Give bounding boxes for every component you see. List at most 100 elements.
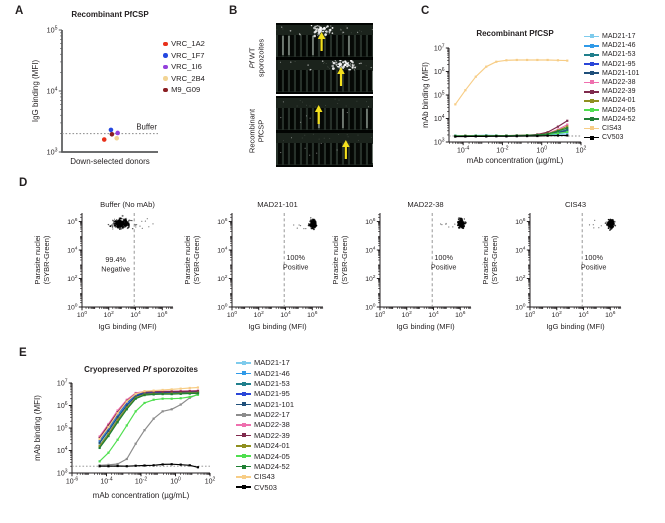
- svg-text:(SYBR-Green): (SYBR-Green): [42, 235, 51, 284]
- legend-label: MAD22-39: [602, 88, 636, 96]
- svg-text:Negative: Negative: [101, 264, 130, 273]
- legend-item-MAD22-17: MAD22-17: [236, 410, 294, 420]
- svg-text:Down-selected donors: Down-selected donors: [70, 157, 150, 166]
- svg-text:100: 100: [67, 302, 78, 311]
- legend-label: M9_G09: [171, 85, 201, 95]
- svg-text:106: 106: [217, 217, 228, 226]
- legend-item-M9_G09: M9_G09: [163, 84, 205, 96]
- legend-label: MAD21-46: [254, 368, 290, 378]
- legend-label: CV503: [254, 482, 277, 492]
- svg-text:107: 107: [434, 43, 445, 52]
- svg-text:Parasite nuclei: Parasite nuclei: [33, 235, 42, 285]
- svg-text:mAb binding (MFI): mAb binding (MFI): [33, 395, 42, 461]
- panel-e-label: E: [19, 347, 27, 359]
- legend-label: MAD21-53: [602, 51, 636, 59]
- svg-text:103: 103: [47, 147, 58, 156]
- legend-item-MAD21-53: MAD21-53: [236, 379, 294, 389]
- legend-item-MAD22-39: MAD22-39: [236, 430, 294, 440]
- svg-text:MAD21-101: MAD21-101: [257, 200, 298, 209]
- svg-text:CIS43: CIS43: [565, 200, 586, 209]
- legend-swatch: [236, 391, 251, 398]
- svg-text:mAb concentration (µg/mL): mAb concentration (µg/mL): [467, 156, 564, 165]
- legend-swatch: [236, 380, 251, 387]
- svg-text:mAb concentration (µg/mL): mAb concentration (µg/mL): [93, 491, 190, 500]
- svg-text:100: 100: [170, 476, 181, 485]
- svg-text:106: 106: [157, 310, 168, 319]
- legend-swatch: [163, 64, 168, 70]
- svg-text:102: 102: [67, 274, 78, 283]
- svg-text:IgG binding (MFI): IgG binding (MFI): [31, 60, 40, 123]
- legend-item-CV503: CV503: [236, 482, 294, 492]
- svg-text:10-4: 10-4: [457, 145, 469, 154]
- svg-text:100: 100: [217, 302, 228, 311]
- legend-item-MAD21-46: MAD21-46: [584, 41, 639, 50]
- legend-label: VRC_2B4: [171, 73, 205, 83]
- flow-plot-buffer: Buffer (No mAb) Parasite nuclei (SYBR-Gree…: [33, 200, 174, 331]
- svg-text:IgG binding (MFI): IgG binding (MFI): [396, 322, 455, 331]
- svg-text:Cryopreserved Pf sporozoites: Cryopreserved Pf sporozoites: [84, 365, 198, 374]
- svg-text:104: 104: [67, 245, 78, 254]
- legend-label: MAD22-38: [602, 79, 636, 87]
- svg-text:106: 106: [605, 310, 616, 319]
- svg-text:100: 100: [525, 310, 536, 319]
- svg-text:104: 104: [515, 245, 526, 254]
- panel-c-line-chart: Recombinant PfCSP mAb binding (MFI) mAb co…: [421, 29, 587, 165]
- svg-text:104: 104: [578, 310, 589, 319]
- legend-swatch: [584, 134, 599, 141]
- legend-swatch: [584, 51, 599, 58]
- legend-swatch: [584, 116, 599, 123]
- svg-text:Recombinant PfCSP: Recombinant PfCSP: [71, 10, 149, 19]
- svg-text:10-4: 10-4: [100, 476, 112, 485]
- legend-item-MAD24-05: MAD24-05: [584, 106, 639, 115]
- svg-text:102: 102: [104, 310, 115, 319]
- panel-b-label: B: [229, 5, 238, 17]
- legend-label: MAD24-52: [254, 461, 290, 471]
- legend-item-MAD21-17: MAD21-17: [584, 32, 639, 41]
- svg-text:MAD22-38: MAD22-38: [407, 200, 443, 209]
- micrograph-strip: [276, 25, 373, 57]
- svg-text:Buffer (No mAb): Buffer (No mAb): [100, 200, 155, 209]
- legend-item-MAD21-46: MAD21-46: [236, 368, 294, 378]
- svg-text:IgG binding (MFI): IgG binding (MFI): [546, 322, 605, 331]
- svg-text:IgG binding (MFI): IgG binding (MFI): [98, 322, 157, 331]
- svg-text:103: 103: [434, 137, 445, 146]
- legend-swatch: [236, 453, 251, 460]
- pf-wt-sporozoites-label: Pf WT sporozoites: [247, 38, 265, 78]
- svg-text:102: 102: [365, 274, 376, 283]
- legend-swatch: [236, 463, 251, 470]
- legend-swatch: [584, 107, 599, 114]
- legend-item-MAD21-53: MAD21-53: [584, 50, 639, 59]
- svg-text:102: 102: [402, 310, 413, 319]
- svg-text:Recombinant PfCSP: Recombinant PfCSP: [476, 29, 554, 38]
- legend-label: MAD24-05: [254, 451, 290, 461]
- svg-text:Buffer: Buffer: [136, 123, 157, 132]
- svg-text:104: 104: [365, 245, 376, 254]
- svg-text:Positive: Positive: [581, 263, 607, 272]
- legend-item-VRC_1F7: VRC_1F7: [163, 50, 205, 62]
- legend-item-MAD24-01: MAD24-01: [584, 96, 639, 105]
- legend-item-VRC_1I6: VRC_1I6: [163, 61, 205, 73]
- panel-c-legend: MAD21-17 MAD21-46 MAD21-53 MAD21-95 MAD21-10…: [584, 32, 639, 142]
- svg-text:103: 103: [57, 468, 68, 477]
- legend-item-MAD21-101: MAD21-101: [584, 69, 639, 78]
- panel-a-label: A: [15, 5, 24, 17]
- svg-text:106: 106: [515, 217, 526, 226]
- svg-text:100%: 100%: [434, 253, 453, 262]
- legend-label: CIS43: [602, 124, 622, 132]
- recombinant-pfcsp-label: Recombinant PfCSP: [247, 108, 265, 154]
- legend-swatch: [163, 76, 168, 81]
- legend-label: MAD24-52: [602, 115, 636, 123]
- legend-swatch: [236, 432, 251, 439]
- legend-swatch: [163, 53, 168, 58]
- svg-text:mAb binding (MFI): mAb binding (MFI): [421, 62, 430, 128]
- legend-label: VRC_1F7: [171, 50, 205, 60]
- svg-text:100: 100: [515, 302, 526, 311]
- legend-swatch: [584, 125, 599, 132]
- legend-item-MAD21-101: MAD21-101: [236, 399, 294, 409]
- legend-swatch: [236, 360, 251, 367]
- svg-text:102: 102: [254, 310, 265, 319]
- legend-item-MAD21-95: MAD21-95: [236, 389, 294, 399]
- legend-label: MAD21-95: [254, 389, 290, 399]
- legend-item-MAD21-95: MAD21-95: [584, 60, 639, 69]
- legend-label: MAD22-38: [254, 420, 290, 430]
